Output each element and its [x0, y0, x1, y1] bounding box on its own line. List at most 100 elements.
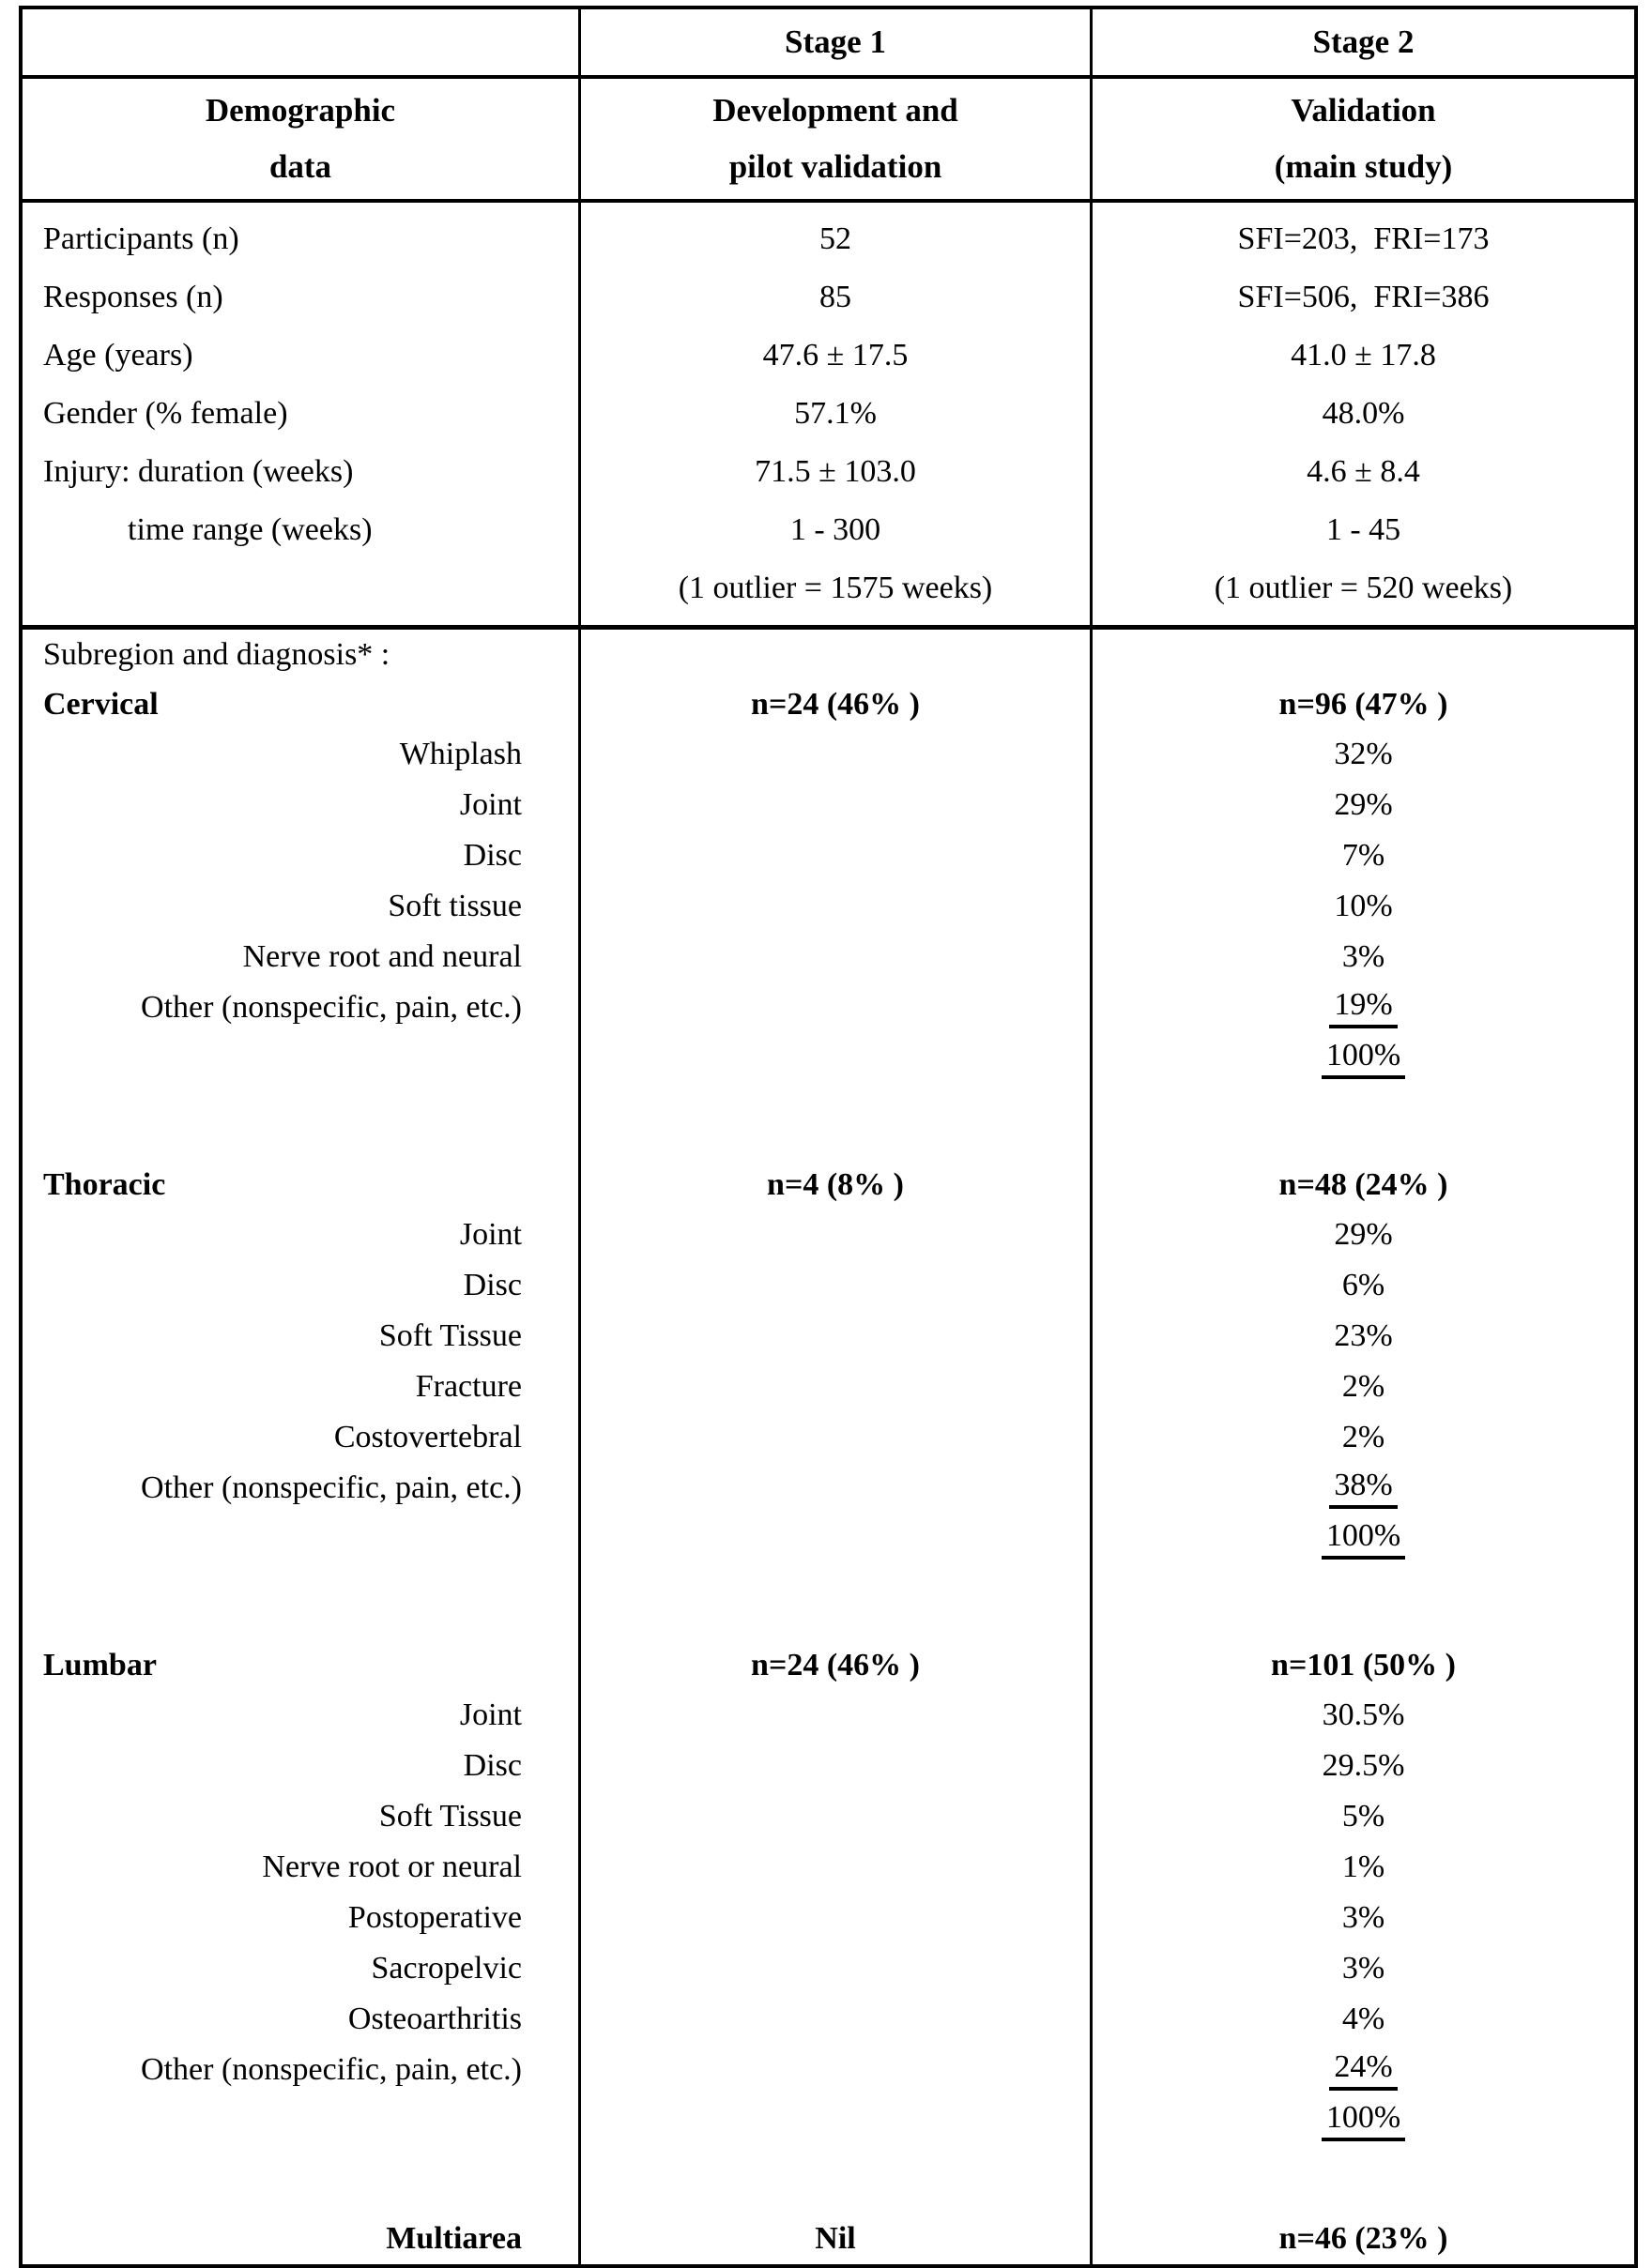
stage1-value: 85 [581, 268, 1093, 327]
diagnosis-label: Fracture [23, 1362, 581, 1412]
stage2-value: 2% [1341, 1420, 1385, 1454]
diagnosis-row: Sacropelvic 3% [23, 1943, 1634, 1994]
diagnosis-label: Disc [23, 1741, 581, 1791]
diagnosis-label: Costovertebral [23, 1412, 581, 1463]
gap-row [23, 1084, 1634, 1161]
stage2-value: 10% [1334, 889, 1393, 923]
row-label [23, 559, 581, 617]
diagnosis-row: Disc 6% [23, 1260, 1634, 1311]
underlined-total: 100% [1321, 1518, 1406, 1560]
diagnosis-row: Osteoarthritis 4% [23, 1994, 1634, 2045]
column-title-row: Demographic data Development and pilot v… [23, 79, 1634, 199]
stage2-value: n=101 (50% ) [1271, 1648, 1456, 1682]
demographics-section: Participants (n) 52 SFI=203, FRI=173 Res… [23, 203, 1634, 630]
stage2-title-line2: (main study) [1274, 148, 1453, 185]
stage2-value: 30.5% [1322, 1697, 1405, 1732]
stage2-value: 29% [1334, 1217, 1393, 1252]
diagnosis-total-row: 100% [23, 2095, 1634, 2146]
stage2-value: 23% [1334, 1318, 1393, 1353]
stage1-value: 1 - 300 [581, 501, 1093, 559]
stage2-header: Stage 2 [1312, 23, 1415, 60]
row-label: Responses (n) [23, 268, 581, 327]
diagnosis-row: Soft Tissue 23% [23, 1311, 1634, 1362]
diagnosis-label: Sacropelvic [23, 1943, 581, 1994]
diagnosis-row: Joint 30.5% [23, 1690, 1634, 1741]
stage2-value: 4% [1341, 2002, 1385, 2036]
stage-header-empty-cell [23, 9, 581, 75]
diagnosis-row: Other (nonspecific, pain, etc.) 24% [23, 2045, 1634, 2095]
stage1-title-cell: Development and pilot validation [581, 79, 1093, 199]
stage2-value: SFI=506, FRI=386 [1237, 280, 1490, 314]
stage1-value: (1 outlier = 1575 weeks) [581, 559, 1093, 617]
diagnosis-row: Other (nonspecific, pain, etc.) 38% [23, 1463, 1634, 1514]
stage2-value: n=46 (23% ) [1278, 2221, 1448, 2256]
diagnosis-row: Disc 29.5% [23, 1741, 1634, 1791]
stage1-header: Stage 1 [581, 9, 1093, 75]
multiarea-row: Multiarea Nil n=46 (23% ) [23, 2214, 1634, 2264]
diagnosis-row: Joint 29% [23, 780, 1634, 830]
diagnosis-row: Costovertebral 2% [23, 1412, 1634, 1463]
stage2-value: 41.0 ± 17.8 [1291, 338, 1436, 373]
stage2-value: 6% [1341, 1268, 1385, 1302]
stage2-value: SFI=203, FRI=173 [1237, 221, 1490, 256]
diagnosis-row: Joint 29% [23, 1210, 1634, 1260]
demographic-data-header: Demographic data [23, 79, 581, 199]
subregion-section: Subregion and diagnosis* : Cervical n=24… [23, 630, 1634, 2264]
table-row-gender: Gender (% female) 57.1% 48.0% [23, 385, 1634, 443]
stage2-title-cell: Validation (main study) [1093, 79, 1634, 199]
underlined-total: 100% [1321, 1038, 1406, 1079]
diagnosis-row: Nerve root and neural 3% [23, 932, 1634, 982]
stage1-value: 47.6 ± 17.5 [581, 327, 1093, 385]
table-row-time-range: time range (weeks) 1 - 300 1 - 45 [23, 501, 1634, 559]
diagnosis-label: Disc [23, 830, 581, 881]
diagnosis-row: Whiplash 32% [23, 729, 1634, 780]
group-name: Lumbar [23, 1641, 581, 1690]
diagnosis-label: Nerve root and neural [23, 932, 581, 982]
stage1-value: 57.1% [581, 385, 1093, 443]
demographic-header-line2: data [268, 148, 332, 185]
table-row-outlier: (1 outlier = 1575 weeks) (1 outlier = 52… [23, 559, 1634, 617]
stage2-value: 4.6 ± 8.4 [1307, 454, 1420, 489]
gap-row [23, 1564, 1634, 1641]
diagnosis-label: Joint [23, 1690, 581, 1741]
group-name: Thoracic [23, 1161, 581, 1210]
gap-row [23, 2146, 1634, 2214]
diagnosis-label: Joint [23, 780, 581, 830]
stage2-value: 5% [1341, 1799, 1385, 1834]
stage-header-section: Stage 1 Stage 2 [23, 9, 1634, 79]
stage2-value-cell: 24% [1093, 2045, 1634, 2095]
stage2-value-cell: 19% [1093, 982, 1634, 1033]
stage2-value: n=96 (47% ) [1278, 687, 1448, 722]
column-title-section: Demographic data Development and pilot v… [23, 79, 1634, 203]
underlined-value: 19% [1329, 987, 1398, 1028]
diagnosis-label: Other (nonspecific, pain, etc.) [23, 2045, 581, 2095]
diagnosis-row: Nerve root or neural 1% [23, 1842, 1634, 1893]
stage2-value: 2% [1341, 1369, 1385, 1404]
diagnosis-label: Other (nonspecific, pain, etc.) [23, 1463, 581, 1514]
diagnosis-label: Soft Tissue [23, 1311, 581, 1362]
row-label: Injury: duration (weeks) [23, 443, 581, 501]
table-row-age: Age (years) 47.6 ± 17.5 41.0 ± 17.8 [23, 327, 1634, 385]
stage1-title-line1: Development and [712, 92, 958, 129]
stage2-value: 32% [1334, 737, 1393, 771]
stage1-title-line2: pilot validation [728, 148, 942, 185]
diagnosis-label: Postoperative [23, 1893, 581, 1943]
underlined-total: 100% [1321, 2100, 1406, 2141]
stage2-value: 48.0% [1322, 396, 1405, 431]
underlined-value: 24% [1329, 2049, 1398, 2091]
multiarea-label: Multiarea [23, 2214, 581, 2264]
underlined-value: 38% [1329, 1468, 1398, 1509]
table-row-responses: Responses (n) 85 SFI=506, FRI=386 [23, 268, 1634, 327]
stage1-value: 71.5 ± 103.0 [581, 443, 1093, 501]
demographics-table: Stage 1 Stage 2 Demographic data Develop… [19, 6, 1638, 2268]
stage2-value: (1 outlier = 520 weeks) [1214, 571, 1513, 605]
stage1-value: n=4 (8% ) [581, 1161, 1093, 1210]
stage2-value: 3% [1341, 939, 1385, 974]
stage2-value: 7% [1341, 838, 1385, 873]
diagnosis-row: Other (nonspecific, pain, etc.) 19% [23, 982, 1634, 1033]
stage2-value: n=48 (24% ) [1278, 1167, 1448, 1202]
diagnosis-label [23, 1514, 581, 1564]
diagnosis-row: Disc 7% [23, 830, 1634, 881]
stage2-value-cell: 100% [1093, 1514, 1634, 1564]
